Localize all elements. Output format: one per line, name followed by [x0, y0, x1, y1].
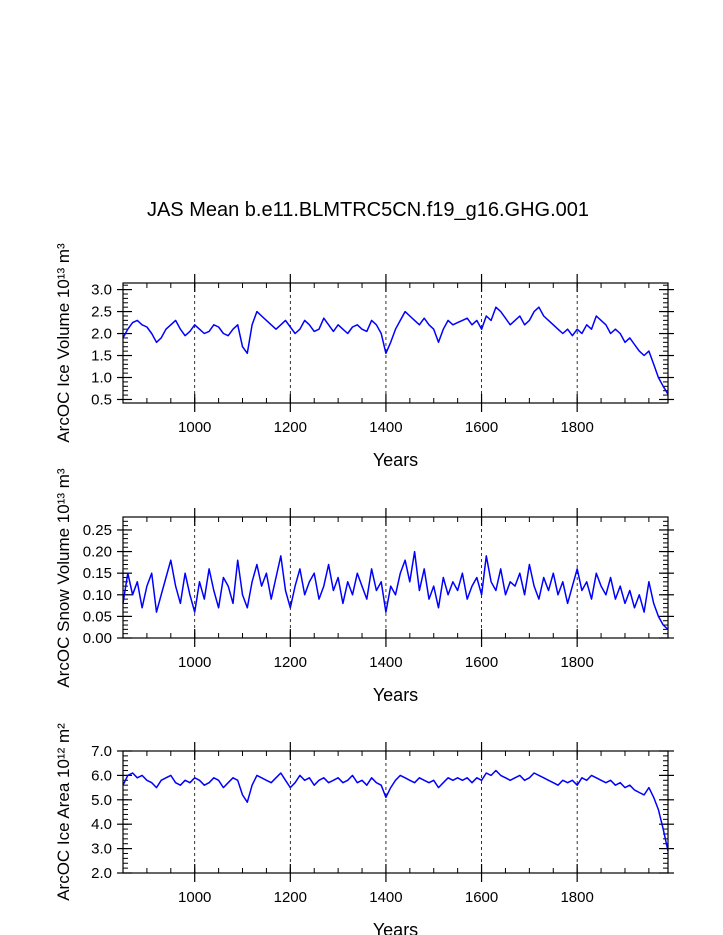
y-tick-label: 2.5: [91, 304, 112, 321]
x-tick-label: 1400: [369, 654, 402, 671]
y-tick-label: 7.0: [91, 743, 112, 760]
x-tick-label: 1600: [465, 654, 498, 671]
y-axis-label: ArcOC Ice Volume 10¹³ m³: [54, 243, 73, 443]
y-tick-label: 0.15: [83, 565, 112, 582]
x-tick-label: 1200: [274, 889, 307, 906]
panel-ice-volume: 1000 1200 1400 1600 1800 0.5 1.0 1.5 2.0 2.5 3.0 Ye…: [54, 243, 674, 470]
y-tick-label: 1.0: [91, 370, 112, 387]
y-tick-label: 0.10: [83, 587, 112, 604]
series-line: [122, 769, 669, 852]
x-tick-label: 1200: [274, 654, 307, 671]
y-axis-label: ArcOC Snow Volume 10¹³ m³: [54, 468, 73, 688]
y-tick-label: 3.0: [91, 841, 112, 858]
panel-ice-area: 1000 1200 1400 1600 1800 2.0 3.0 4.0 5.0 6.0 7.0 Ye…: [54, 723, 674, 935]
panel-snow-volume: 1000 1200 1400 1600 1800 0.00 0.05 0.10 0.15 0.20…: [54, 468, 674, 705]
y-tick-label: 4.0: [91, 816, 112, 833]
y-tick-label: 2.0: [91, 326, 112, 343]
plot-frame: [122, 282, 669, 404]
y-tick-label: 6.0: [91, 767, 112, 784]
x-tick-label: 1600: [465, 419, 498, 436]
plot-frame: [122, 750, 669, 874]
x-tick-label: 1400: [369, 419, 402, 436]
x-axis-label: Years: [373, 920, 418, 935]
series-line: [122, 306, 669, 395]
x-tick-label: 1800: [560, 889, 593, 906]
y-tick-label: 0.25: [83, 522, 112, 539]
y-tick-label: 1.5: [91, 348, 112, 365]
y-tick-label: 0.05: [83, 608, 112, 625]
y-tick-label: 2.0: [91, 865, 112, 882]
y-tick-label: 5.0: [91, 792, 112, 809]
y-axis-label: ArcOC Ice Area 10¹² m²: [54, 723, 73, 901]
plot-frame: [122, 516, 669, 639]
y-tick-label: 0.5: [91, 391, 112, 408]
x-tick-label: 1600: [465, 889, 498, 906]
y-tick-label: 0.00: [83, 630, 112, 647]
series-line: [122, 550, 669, 630]
x-tick-label: 1000: [178, 889, 211, 906]
x-axis-label: Years: [373, 450, 418, 470]
x-tick-label: 1000: [178, 419, 211, 436]
y-tick-label: 0.20: [83, 544, 112, 561]
figure-title: JAS Mean b.e11.BLMTRC5CN.f19_g16.GHG.001: [147, 199, 589, 221]
y-tick-label: 3.0: [91, 282, 112, 299]
x-tick-label: 1800: [560, 419, 593, 436]
x-tick-label: 1000: [178, 654, 211, 671]
x-axis-label: Years: [373, 685, 418, 705]
x-tick-label: 1200: [274, 419, 307, 436]
x-tick-label: 1800: [560, 654, 593, 671]
x-tick-label: 1400: [369, 889, 402, 906]
